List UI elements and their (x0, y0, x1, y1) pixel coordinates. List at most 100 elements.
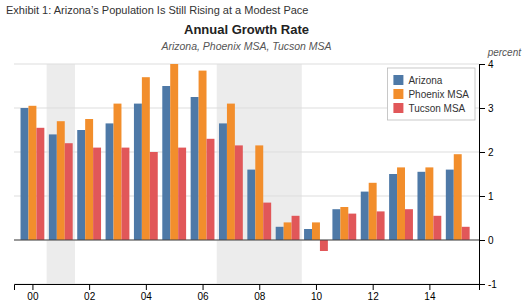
y-tick-mark (479, 152, 485, 153)
bar (28, 106, 36, 240)
bar (227, 104, 235, 240)
bar (235, 145, 243, 240)
bar (93, 148, 101, 240)
shaded-band (217, 64, 302, 284)
bar (65, 143, 73, 240)
bar (77, 130, 85, 240)
bar (276, 227, 284, 240)
bar (312, 222, 320, 240)
bar (263, 203, 271, 240)
grid (14, 64, 479, 284)
y-tick: 2 (479, 147, 494, 158)
x-tick-mark (32, 284, 33, 290)
chart-container: 0002040608101214-101234percentExhibit 1:… (0, 0, 525, 308)
x-tick-label: 00 (27, 291, 39, 302)
x-tick-label: 08 (254, 291, 266, 302)
annotation: Exhibit 1: Arizona’s Population Is Still… (6, 4, 308, 16)
bar (134, 104, 142, 240)
baseline (14, 240, 479, 241)
legend-item: Tucson MSA (393, 103, 465, 114)
x-tick-mark (373, 284, 374, 290)
bar (219, 123, 227, 240)
bar (369, 183, 377, 240)
bar-series (28, 64, 461, 240)
x-tick: 06 (197, 284, 209, 302)
legend-swatch (393, 103, 403, 113)
y-tick-mark (479, 284, 485, 285)
bar (121, 148, 129, 240)
x-tick: 04 (141, 284, 153, 302)
x-tick-label: 12 (368, 291, 380, 302)
legend-swatch (393, 89, 403, 99)
x-tick: 12 (368, 284, 380, 302)
y-tick: 1 (479, 191, 494, 202)
x-axis: 0002040608101214 (15, 284, 480, 302)
bar (405, 209, 413, 240)
bar (292, 216, 300, 240)
shaded-band (47, 64, 75, 284)
y-tick-label: 3 (488, 103, 494, 114)
bar (332, 209, 340, 240)
bar (114, 104, 122, 240)
bar (320, 240, 328, 251)
x-axis-line (15, 285, 480, 291)
x-tick-mark (259, 284, 260, 290)
y-tick-mark (479, 64, 485, 65)
bar (454, 154, 462, 240)
legend-label: Arizona (408, 75, 442, 86)
x-tick: 14 (424, 284, 436, 302)
x-tick-label: 06 (197, 291, 209, 302)
title: Annual Growth Rate (184, 22, 309, 37)
x-tick-mark (89, 284, 90, 290)
y-tick-label: 0 (488, 235, 494, 246)
x-tick-mark (146, 284, 147, 290)
bar (377, 211, 385, 240)
x-tick-label: 14 (424, 291, 436, 302)
bar (191, 97, 199, 240)
legend-item: Phoenix MSA (393, 89, 469, 100)
bar (462, 227, 470, 240)
x-tick: 00 (27, 284, 39, 302)
bar (150, 152, 158, 240)
bar (170, 64, 178, 240)
y-axis: -1 0 1 2 3 4 (479, 59, 497, 290)
legend-item: Arizona (393, 75, 442, 86)
y-tick-label: 2 (488, 147, 494, 158)
legend-swatch (393, 75, 403, 85)
bar (85, 119, 93, 240)
x-tick-mark (429, 284, 430, 290)
y-tick-mark (479, 240, 485, 241)
bar (433, 216, 441, 240)
bar (425, 167, 433, 240)
bar (49, 134, 57, 240)
bar (36, 128, 44, 240)
bar (417, 172, 425, 240)
bars (21, 64, 470, 251)
x-tick-label: 10 (311, 291, 323, 302)
bar (199, 71, 207, 240)
bar (142, 77, 150, 240)
legend-frame (387, 68, 475, 120)
subtitle: Arizona, Phoenix MSA, Tucson MSA (160, 40, 331, 52)
bar (178, 148, 186, 240)
y-tick-mark (479, 196, 485, 197)
bar (247, 170, 255, 240)
x-tick-label: 04 (141, 291, 153, 302)
bar (21, 108, 29, 240)
y-axis-line (480, 65, 486, 285)
grid-line (14, 240, 479, 241)
bar (304, 229, 312, 240)
bar (397, 167, 405, 240)
bar (361, 192, 369, 240)
y-tick: -1 (479, 279, 497, 290)
bands (47, 64, 302, 284)
bar (106, 123, 114, 240)
x-tick-mark (203, 284, 204, 290)
grid-line (14, 64, 479, 65)
y-tick-label: 4 (488, 59, 494, 70)
legend: Arizona Phoenix MSA Tucson MSA (387, 68, 475, 120)
bar (162, 86, 170, 240)
bar (348, 214, 356, 240)
bar (446, 170, 454, 240)
legend-label: Tucson MSA (408, 103, 465, 114)
